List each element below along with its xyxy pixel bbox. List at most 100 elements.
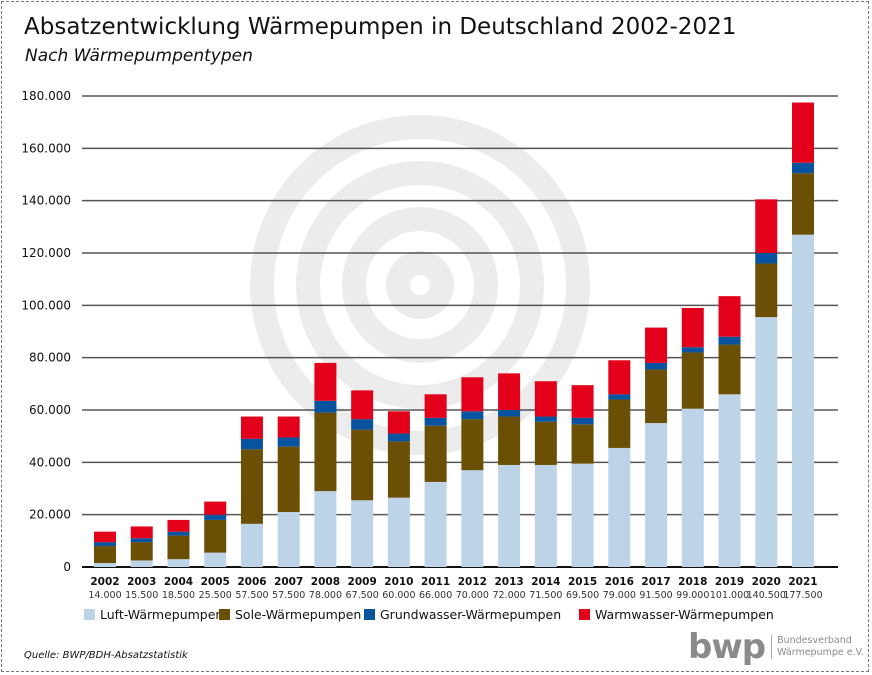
bar-segment-warmwasser-w-rmepumpen	[608, 360, 631, 395]
legend-item: Luft-Wärmepumpen	[84, 607, 223, 622]
legend-swatch	[579, 609, 590, 620]
bar-segment-warmwasser-w-rmepumpen	[351, 390, 374, 420]
y-tick-label: 160.000	[21, 141, 71, 155]
bar-segment-luft-w-rmepumpen	[351, 500, 374, 567]
x-tick-label: 2013	[494, 576, 523, 588]
bar-segment-sole-w-rmepumpen	[755, 263, 778, 318]
bar-segment-sole-w-rmepumpen	[608, 399, 631, 448]
logo-text: Bundesverband Wärmepumpe e.V.	[771, 635, 864, 659]
y-tick-label: 40.000	[29, 455, 71, 469]
bar-segment-sole-w-rmepumpen	[94, 546, 116, 564]
x-tick-label: 2019	[715, 576, 744, 588]
bar-segment-warmwasser-w-rmepumpen	[277, 416, 300, 438]
bar-segment-sole-w-rmepumpen	[314, 412, 337, 492]
total-label: 177.500	[783, 590, 822, 601]
bar-segment-grundwasser-w-rmepumpen	[498, 410, 521, 417]
bar-segment-sole-w-rmepumpen	[645, 369, 668, 424]
total-label: 67.500	[346, 590, 379, 601]
watermark-swirl	[250, 115, 590, 455]
bar-stack-2002	[94, 531, 116, 567]
y-tick-label: 0	[63, 560, 71, 574]
bar-segment-luft-w-rmepumpen	[94, 563, 116, 567]
watermark-ring	[342, 207, 498, 363]
total-label: 25.500	[199, 590, 232, 601]
total-label: 70.000	[456, 590, 489, 601]
x-tick-label: 2005	[201, 576, 230, 588]
bar-segment-grundwasser-w-rmepumpen	[240, 438, 263, 450]
bar-segment-grundwasser-w-rmepumpen	[314, 400, 337, 413]
total-label: 71.500	[529, 590, 562, 601]
bar-stack-2012	[461, 377, 484, 567]
bar-segment-luft-w-rmepumpen	[314, 491, 337, 567]
total-label: 79.000	[603, 590, 636, 601]
y-tick-label: 20.000	[29, 508, 71, 522]
x-tick-label: 2006	[237, 576, 266, 588]
bar-segment-warmwasser-w-rmepumpen	[718, 296, 741, 337]
bar-segment-warmwasser-w-rmepumpen	[498, 373, 521, 410]
x-tick-label: 2004	[164, 576, 193, 588]
bar-segment-sole-w-rmepumpen	[277, 446, 300, 513]
bar-segment-luft-w-rmepumpen	[645, 423, 668, 567]
bar-segment-sole-w-rmepumpen	[498, 416, 521, 465]
bar-segment-warmwasser-w-rmepumpen	[681, 307, 704, 348]
bar-segment-grundwasser-w-rmepumpen	[792, 162, 814, 174]
watermark-ring	[386, 251, 454, 319]
total-label: 60.000	[382, 590, 415, 601]
legend-label: Luft-Wärmepumpen	[100, 607, 223, 622]
watermark-ring	[296, 161, 544, 409]
bar-segment-luft-w-rmepumpen	[461, 470, 484, 567]
bar-segment-grundwasser-w-rmepumpen	[718, 336, 741, 345]
bar-stack-2010	[387, 411, 410, 567]
bar-segment-luft-w-rmepumpen	[240, 523, 263, 567]
total-label: 57.500	[272, 590, 305, 601]
y-tick-label: 60.000	[29, 403, 71, 417]
bar-segment-luft-w-rmepumpen	[498, 464, 521, 567]
bar-segment-sole-w-rmepumpen	[681, 352, 704, 409]
bar-stack-2020	[755, 199, 778, 567]
x-tick-label: 2021	[788, 576, 817, 588]
total-label: 72.000	[492, 590, 525, 601]
total-label: 101.000	[710, 590, 749, 601]
bar-segment-sole-w-rmepumpen	[424, 425, 447, 482]
bar-segment-grundwasser-w-rmepumpen	[167, 531, 190, 536]
bar-segment-warmwasser-w-rmepumpen	[387, 411, 410, 434]
x-tick-label: 2003	[127, 576, 156, 588]
bar-stack-2013	[498, 373, 521, 567]
bar-segment-luft-w-rmepumpen	[755, 317, 778, 567]
total-label: 78.000	[309, 590, 342, 601]
bar-segment-luft-w-rmepumpen	[130, 560, 153, 567]
total-label: 99.000	[676, 590, 709, 601]
legend-label: Warmwasser-Wärmepumpen	[595, 607, 774, 622]
x-tick-label: 2018	[678, 576, 707, 588]
bar-stack-2007	[277, 416, 300, 567]
legend-item: Sole-Wärmepumpen	[219, 607, 361, 622]
total-label: 66.000	[419, 590, 452, 601]
bar-stack-2004	[167, 519, 190, 567]
x-tick-label: 2017	[641, 576, 670, 588]
bar-segment-grundwasser-w-rmepumpen	[645, 362, 668, 370]
bar-segment-sole-w-rmepumpen	[461, 419, 484, 471]
logo-line2: Wärmepumpe e.V.	[777, 647, 864, 658]
bar-segment-warmwasser-w-rmepumpen	[755, 199, 778, 253]
bar-segment-luft-w-rmepumpen	[424, 481, 447, 567]
y-tick-label: 140.000	[21, 194, 71, 208]
bar-stack-2019	[718, 296, 741, 567]
bar-segment-grundwasser-w-rmepumpen	[94, 542, 116, 547]
y-tick-label: 120.000	[21, 246, 71, 260]
bar-segment-luft-w-rmepumpen	[571, 463, 594, 567]
bar-segment-sole-w-rmepumpen	[240, 449, 263, 524]
legend-swatch	[364, 609, 375, 620]
bar-segment-grundwasser-w-rmepumpen	[755, 253, 778, 264]
legend-item: Warmwasser-Wärmepumpen	[579, 607, 774, 622]
bar-segment-sole-w-rmepumpen	[387, 441, 410, 498]
bar-segment-luft-w-rmepumpen	[681, 408, 704, 567]
bar-segment-sole-w-rmepumpen	[571, 424, 594, 464]
bar-segment-luft-w-rmepumpen	[167, 559, 190, 567]
total-label: 57.500	[235, 590, 268, 601]
bar-segment-warmwasser-w-rmepumpen	[167, 519, 190, 532]
bar-segment-grundwasser-w-rmepumpen	[534, 416, 557, 422]
bar-segment-luft-w-rmepumpen	[608, 447, 631, 567]
source-note: Quelle: BWP/BDH-Absatzstatistik	[24, 650, 188, 661]
